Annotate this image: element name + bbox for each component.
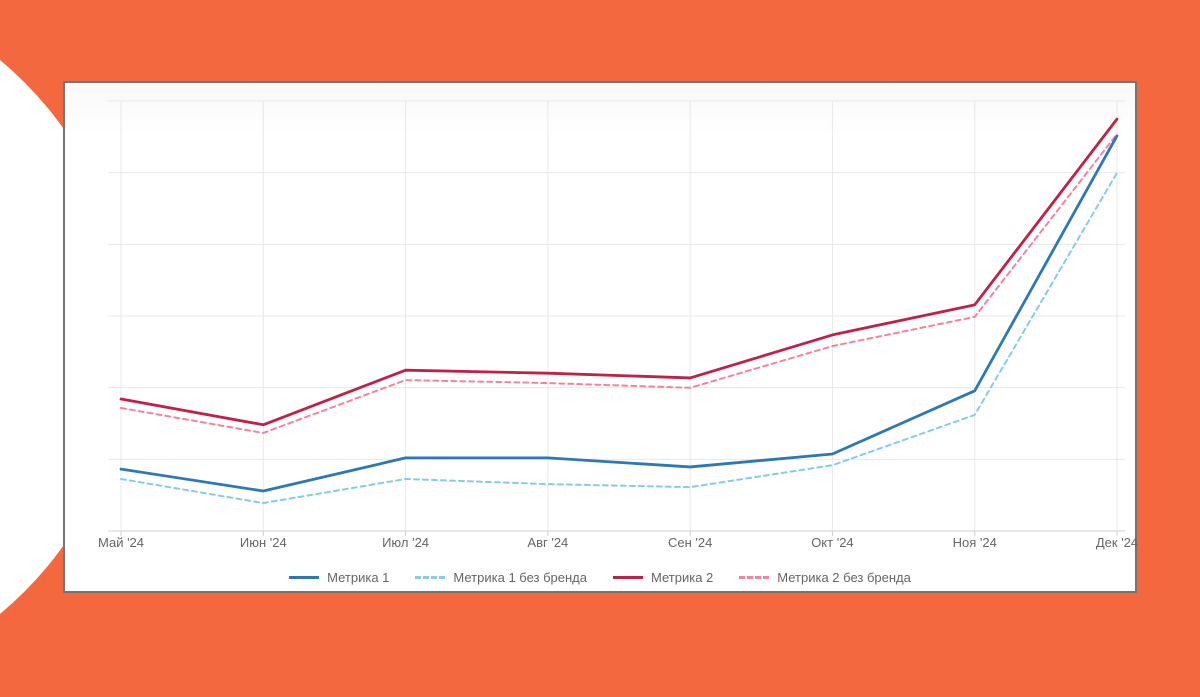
line-chart-plot-area[interactable] <box>65 83 1135 591</box>
x-axis-label: Окт '24 <box>811 535 854 550</box>
legend-line-swatch <box>739 576 770 579</box>
legend-line-swatch <box>613 576 643 579</box>
legend-item-metric2[interactable]: Метрика 2 <box>613 570 713 585</box>
x-axis-label: Сен '24 <box>667 535 713 550</box>
legend-label: Метрика 2 без бренда <box>777 570 911 585</box>
x-axis-label: Ноя '24 <box>952 535 997 550</box>
legend-line-swatch <box>415 576 446 579</box>
x-axis-label: Авг '24 <box>527 535 569 550</box>
x-axis-label: Май '24 <box>97 535 145 550</box>
x-axis-label: Июл '24 <box>382 535 430 550</box>
legend-item-metric1-nobrand[interactable]: Метрика 1 без бренда <box>415 570 587 585</box>
x-axis-label: Дек '24 <box>1095 535 1139 550</box>
legend-item-metric2-nobrand[interactable]: Метрика 2 без бренда <box>739 570 911 585</box>
legend-label: Метрика 1 <box>327 570 390 585</box>
x-axis-label: Июн '24 <box>239 535 287 550</box>
legend-line-swatch <box>289 576 320 579</box>
chart-card: Май '24 Июн '24 Июл '24 Авг '24 Сен '24 … <box>63 81 1139 593</box>
x-axis: Май '24 Июн '24 Июл '24 Авг '24 Сен '24 … <box>65 535 1139 555</box>
legend-label: Метрика 1 без бренда <box>453 570 587 585</box>
legend-label: Метрика 2 <box>651 570 714 585</box>
legend-item-metric1[interactable]: Метрика 1 <box>289 570 389 585</box>
chart-legend: Метрика 1 Метрика 1 без бренда Метрика 2… <box>65 570 1135 585</box>
